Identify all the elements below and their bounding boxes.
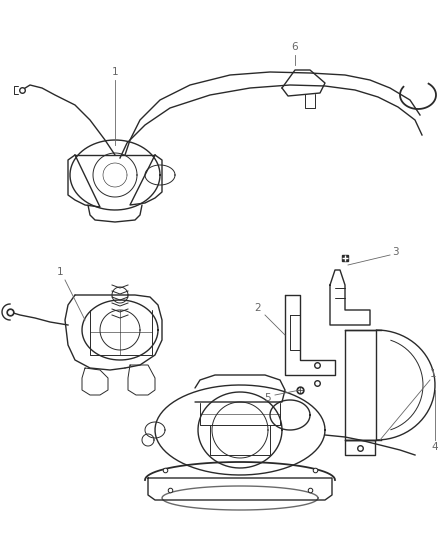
Text: 1: 1: [429, 369, 435, 379]
Text: 1: 1: [57, 267, 63, 277]
Text: 6: 6: [291, 42, 298, 52]
Text: 2: 2: [254, 303, 261, 313]
Text: 3: 3: [391, 247, 397, 257]
Text: 1: 1: [111, 67, 118, 77]
Text: 5: 5: [264, 393, 271, 403]
Text: 4: 4: [431, 442, 437, 452]
